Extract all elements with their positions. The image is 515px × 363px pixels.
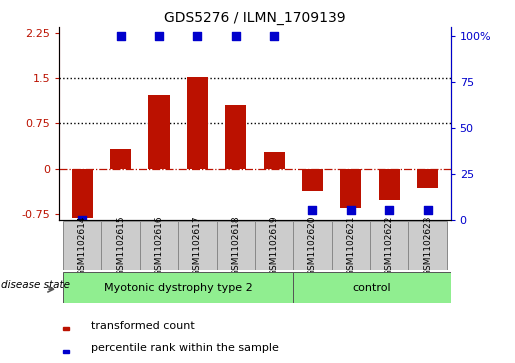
Bar: [140, 221, 178, 270]
Bar: [294, 272, 451, 303]
Bar: [370, 221, 408, 270]
Point: [193, 33, 201, 39]
Point: [308, 208, 317, 213]
Bar: [417, 168, 438, 188]
Bar: [178, 221, 216, 270]
Bar: [294, 221, 332, 270]
Point: [423, 208, 432, 213]
Bar: [225, 105, 246, 168]
Text: GSM1102623: GSM1102623: [423, 216, 432, 276]
Text: percentile rank within the sample: percentile rank within the sample: [91, 343, 279, 353]
Text: GSM1102617: GSM1102617: [193, 216, 202, 276]
Bar: [264, 152, 285, 168]
Text: control: control: [353, 283, 391, 293]
Text: transformed count: transformed count: [91, 321, 194, 331]
Text: GSM1102614: GSM1102614: [78, 216, 87, 276]
Text: GSM1102621: GSM1102621: [347, 216, 355, 276]
Text: GSM1102622: GSM1102622: [385, 216, 394, 276]
Point: [116, 33, 125, 39]
Point: [78, 217, 87, 223]
Text: GSM1102616: GSM1102616: [154, 216, 163, 276]
Text: disease state: disease state: [1, 280, 70, 290]
Bar: [148, 95, 169, 168]
Bar: [408, 221, 447, 270]
Point: [232, 33, 240, 39]
Bar: [340, 168, 362, 208]
Bar: [101, 221, 140, 270]
Bar: [187, 77, 208, 168]
Text: GSM1102618: GSM1102618: [231, 216, 240, 276]
Bar: [216, 221, 255, 270]
Bar: [332, 221, 370, 270]
Bar: [63, 272, 294, 303]
Bar: [110, 149, 131, 168]
Bar: [63, 350, 70, 353]
Bar: [63, 221, 101, 270]
Point: [347, 208, 355, 213]
Text: GSM1102615: GSM1102615: [116, 216, 125, 276]
Title: GDS5276 / ILMN_1709139: GDS5276 / ILMN_1709139: [164, 11, 346, 25]
Text: GSM1102619: GSM1102619: [270, 216, 279, 276]
Bar: [72, 168, 93, 218]
Bar: [379, 168, 400, 200]
Bar: [255, 221, 294, 270]
Point: [385, 208, 393, 213]
Text: GSM1102620: GSM1102620: [308, 216, 317, 276]
Point: [155, 33, 163, 39]
Point: [270, 33, 278, 39]
Text: Myotonic dystrophy type 2: Myotonic dystrophy type 2: [104, 283, 252, 293]
Bar: [302, 168, 323, 191]
Bar: [63, 327, 70, 330]
